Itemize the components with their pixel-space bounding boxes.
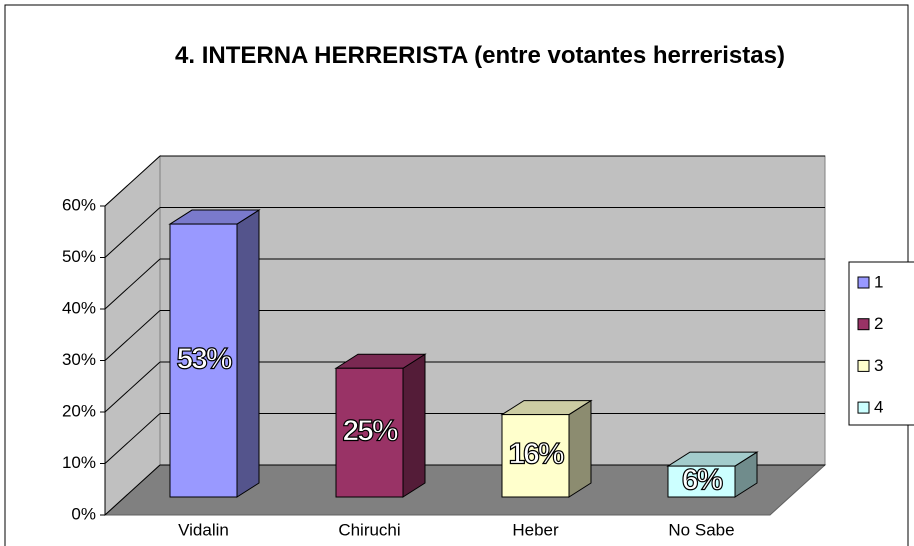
grid-line <box>104 155 161 207</box>
bar <box>335 367 404 498</box>
bar <box>169 223 238 498</box>
chart-title: 4. INTERNA HERRERISTA (entre votantes he… <box>175 42 785 69</box>
y-tick-label: 20% <box>62 401 96 420</box>
legend-swatch <box>857 318 870 331</box>
grid-line <box>104 361 161 413</box>
legend-label: 4 <box>874 398 883 417</box>
data-label: 25% <box>342 415 397 448</box>
y-tick-label: 60% <box>62 195 96 214</box>
data-label: 6% <box>682 463 723 496</box>
bar <box>501 414 570 498</box>
y-tick-label: 10% <box>62 453 96 472</box>
x-tick-label: Chiruchi <box>338 520 400 539</box>
y-tick-label: 50% <box>62 247 96 266</box>
grid-line <box>104 258 161 310</box>
legend-swatch <box>857 276 870 289</box>
grid-line <box>104 310 161 361</box>
legend-label: 2 <box>874 314 883 333</box>
legend <box>848 261 914 426</box>
data-label: 53% <box>176 342 231 375</box>
x-tick-label: Vidalin <box>178 520 229 539</box>
bar-side <box>236 209 260 498</box>
grid-line <box>104 413 161 464</box>
x-tick-label: No Sabe <box>668 520 734 539</box>
legend-swatch <box>857 401 870 414</box>
x-tick-label: Heber <box>512 520 559 539</box>
y-tick-label: 30% <box>62 350 96 369</box>
legend-label: 1 <box>874 272 883 291</box>
bar-side <box>402 353 426 498</box>
y-tick-label: 40% <box>62 298 96 317</box>
data-label: 16% <box>508 438 563 471</box>
bar-side <box>568 399 592 498</box>
legend-swatch <box>857 359 870 372</box>
grid-line <box>104 464 161 516</box>
y-tick-label: 0% <box>71 504 96 523</box>
grid-line <box>104 207 161 258</box>
bar <box>667 465 736 498</box>
legend-label: 3 <box>874 356 883 375</box>
